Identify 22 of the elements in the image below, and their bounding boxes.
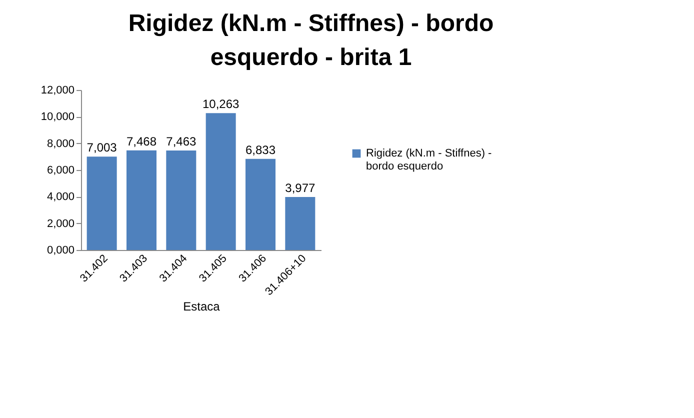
bar [285,196,316,250]
data-label: 7,463 [166,134,197,148]
bar [166,150,196,250]
y-tick-label: 8,000 [46,138,74,150]
data-label: 7,468 [126,134,157,148]
chart-title: Rigidez (kN.m - Stiffnes) - bordo esquerdo - brita 1 [128,10,494,71]
x-axis-title: Estaca [183,299,220,314]
y-tick-label: 6,000 [46,164,74,176]
data-label: 7,003 [86,140,118,155]
legend-label: Rigidez (kN.m - Stiffnes) - bordo esquerdo [366,148,492,172]
bar [206,113,236,250]
y-tick-label: 10,000 [40,111,74,124]
y-tick-label: 0,000 [46,244,74,256]
y-tick-label: 4,000 [46,191,74,204]
data-label: 3,977 [285,180,316,195]
bar [246,158,276,250]
y-tick-label: 2,000 [46,218,74,230]
bar [86,156,117,250]
data-label: 6,833 [245,142,276,157]
data-label: 10,263 [202,97,240,112]
y-tick-label: 12,000 [40,84,74,96]
bar [126,150,156,250]
